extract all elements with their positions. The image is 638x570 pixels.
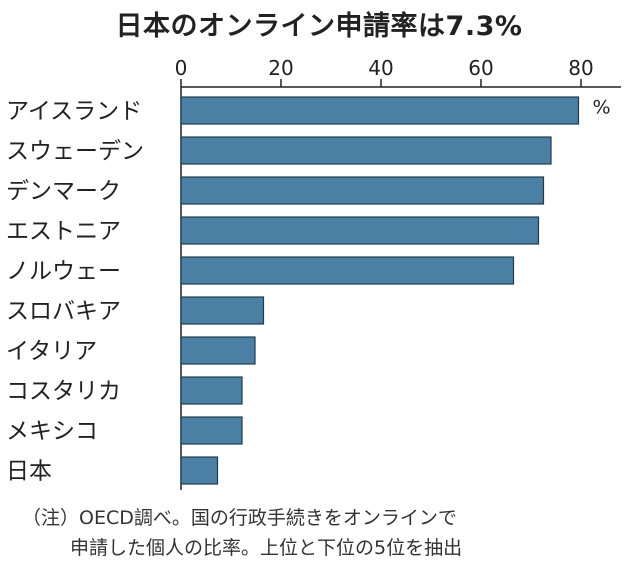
bar xyxy=(180,416,243,445)
category-label: スウェーデン xyxy=(6,139,144,165)
bar xyxy=(180,456,219,485)
bar xyxy=(180,296,265,325)
x-tick-label: 0 xyxy=(175,56,188,80)
category-label: スロバキア xyxy=(6,299,121,325)
category-label: アイスランド xyxy=(6,99,142,125)
bar-chart: 0 20 40 60 80 アイスランドスウェーデンデンマークエストニアノルウェースロバ… xyxy=(6,56,621,490)
bar xyxy=(180,176,545,205)
x-tick-label: 20 xyxy=(268,56,293,80)
category-label: エストニア xyxy=(6,219,121,245)
bar xyxy=(180,336,256,365)
category-label: メキシコ xyxy=(6,419,98,445)
category-label: デンマーク xyxy=(6,179,121,205)
bar xyxy=(180,136,552,165)
footnote-line-2: 申請した個人の比率。上位と下位の5位を抽出 xyxy=(70,537,463,559)
category-label: コスタリカ xyxy=(6,379,121,405)
category-labels: アイスランドスウェーデンデンマークエストニアノルウェースロバキアイタリアコスタリ… xyxy=(6,97,611,485)
bar xyxy=(180,376,243,405)
chart-title: 日本のオンライン申請率は7.3% xyxy=(115,11,523,42)
bar xyxy=(180,96,580,125)
x-tick-label: 40 xyxy=(368,56,393,80)
category-label: 日本 xyxy=(6,459,52,485)
category-label: ノルウェー xyxy=(6,259,121,285)
bars xyxy=(180,96,580,485)
footnote-line-1: （注）OECD調べ。国の行政手続きをオンラインで xyxy=(22,507,457,529)
x-tick-label: 80 xyxy=(568,56,593,80)
x-tick-label: 60 xyxy=(468,56,493,80)
unit-label: % xyxy=(593,97,611,119)
bar xyxy=(180,216,540,245)
category-label: イタリア xyxy=(6,339,97,365)
bar xyxy=(180,256,515,285)
